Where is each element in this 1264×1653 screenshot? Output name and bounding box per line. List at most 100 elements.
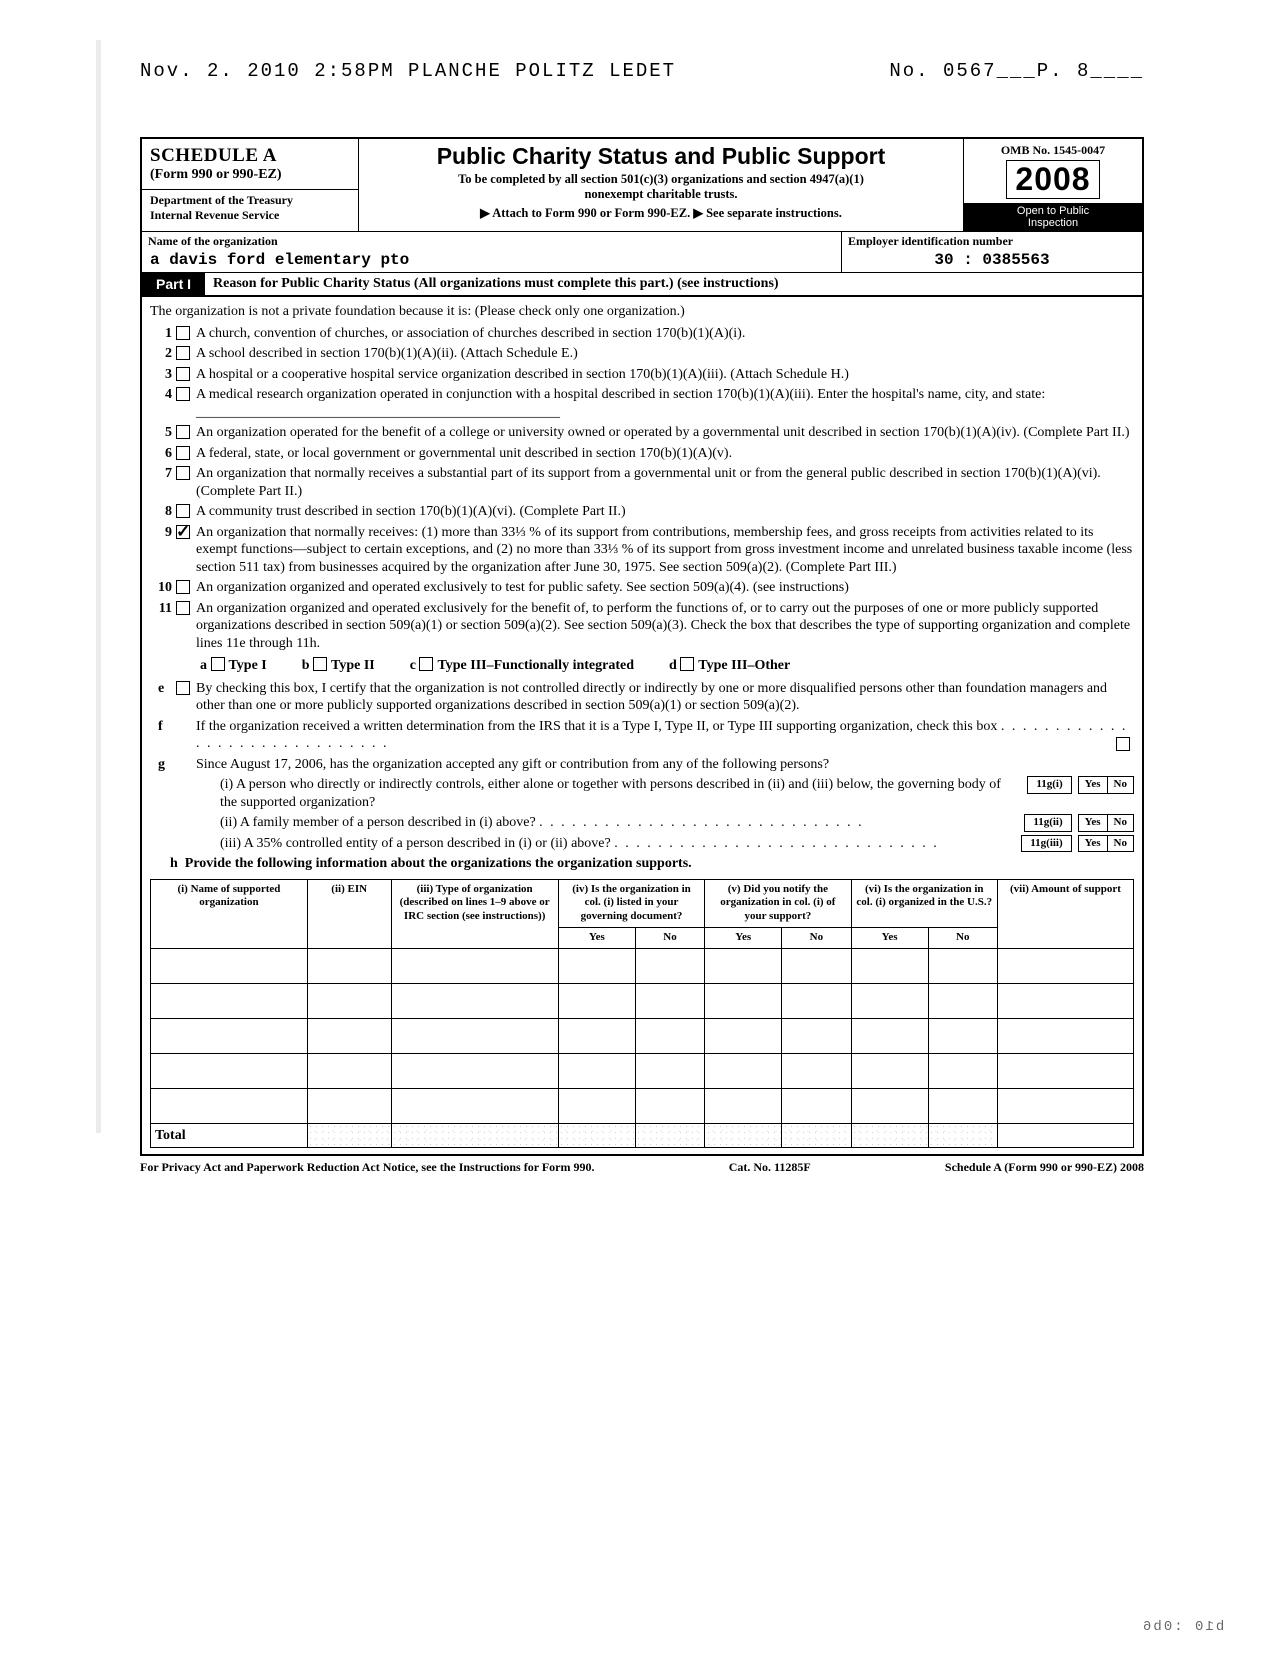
checkbox-e[interactable] [176, 681, 190, 695]
line-f: f If the organization received a written… [150, 718, 1134, 753]
line-7: 7An organization that normally receives … [150, 465, 1134, 500]
checkbox-6[interactable] [176, 446, 190, 460]
checkbox-4[interactable] [176, 387, 190, 401]
giii-text: (iii) A 35% controlled entity of a perso… [220, 836, 611, 851]
subtitle-1: To be completed by all section 501(c)(3)… [365, 172, 957, 187]
gii-text: (ii) A family member of a person describ… [220, 815, 536, 830]
line-5-text: An organization operated for the benefit… [196, 425, 1130, 440]
fax-left: Nov. 2. 2010 2:58PM PLANCHE POLITZ LEDET [140, 60, 676, 82]
yn-gii: YesNo [1078, 814, 1134, 832]
subtitle-3: ▶ Attach to Form 990 or Form 990-EZ. ▶ S… [365, 205, 957, 221]
total-label: Total [151, 1123, 308, 1148]
line-9-text: An organization that normally receives: … [196, 525, 1132, 575]
ein-cell: Employer identification number 30 : 0385… [842, 232, 1142, 272]
table-row [151, 1053, 1134, 1088]
form-header: SCHEDULE A (Form 990 or 990-EZ) Departme… [140, 137, 1144, 231]
fax-right: No. 0567___P. 8____ [889, 60, 1144, 82]
footer-right: Schedule A (Form 990 or 990-EZ) 2008 [945, 1160, 1144, 1175]
line-4: 4A medical research organization operate… [150, 386, 1134, 421]
gi-tag: 11g(i) [1027, 776, 1071, 794]
checkbox-10[interactable] [176, 580, 190, 594]
form-number: (Form 990 or 990-EZ) [150, 167, 350, 183]
gii-tag: 11g(ii) [1024, 814, 1071, 832]
checkbox-2[interactable] [176, 346, 190, 360]
org-name-cell: Name of the organization a davis ford el… [142, 232, 842, 272]
line-8: 8A community trust described in section … [150, 503, 1134, 521]
part1-body: The organization is not a private founda… [140, 297, 1144, 1156]
checkbox-3[interactable] [176, 367, 190, 381]
footer: For Privacy Act and Paperwork Reduction … [140, 1160, 1144, 1175]
scan-artifact [96, 40, 101, 1133]
line-gi: YesNo 11g(i) (i) A person who directly o… [150, 776, 1134, 811]
col-iv: (iv) Is the organization in col. (i) lis… [558, 879, 704, 927]
checkbox-8[interactable] [176, 504, 190, 518]
iv-yes: Yes [558, 927, 635, 948]
line-8-text: A community trust described in section 1… [196, 504, 626, 519]
fax-header: Nov. 2. 2010 2:58PM PLANCHE POLITZ LEDET… [140, 60, 1144, 82]
line-9: 9An organization that normally receives:… [150, 524, 1134, 577]
header-mid: Public Charity Status and Public Support… [359, 139, 963, 231]
line-11: 11An organization organized and operated… [150, 600, 1134, 653]
line-3: 3A hospital or a cooperative hospital se… [150, 366, 1134, 384]
corner-smudge: b10 :0b6 [1141, 1619, 1224, 1635]
checkbox-5[interactable] [176, 425, 190, 439]
gi-text: (i) A person who directly or indirectly … [220, 777, 1001, 810]
line-4-text: A medical research organization operated… [196, 387, 1045, 420]
table-row [151, 948, 1134, 983]
bottom-rule [140, 1154, 1144, 1156]
h-text: Provide the following information about … [185, 856, 692, 871]
table-header-row: (i) Name of supported organization (ii) … [151, 879, 1134, 927]
table-row [151, 1018, 1134, 1053]
line-e-text: By checking this box, I certify that the… [196, 681, 1107, 714]
line-6: 6A federal, state, or local government o… [150, 445, 1134, 463]
org-name-value: a davis ford elementary pto [142, 251, 841, 272]
org-name-label: Name of the organization [142, 232, 841, 251]
yn-no[interactable]: No [1107, 777, 1133, 793]
vi-no: No [928, 927, 997, 948]
dots-giii [614, 836, 939, 851]
v-yes: Yes [705, 927, 782, 948]
line-g: g Since August 17, 2006, has the organiz… [150, 756, 1134, 774]
checkbox-1[interactable] [176, 326, 190, 340]
giii-tag: 11g(iii) [1021, 835, 1071, 853]
intro-line: The organization is not a private founda… [150, 303, 1134, 321]
checkbox-f[interactable] [1116, 737, 1130, 751]
schedule-label: SCHEDULE A [150, 145, 350, 167]
line-1-text: A church, convention of churches, or ass… [196, 326, 745, 341]
line-2-text: A school described in section 170(b)(1)(… [196, 346, 578, 361]
footer-left: For Privacy Act and Paperwork Reduction … [140, 1160, 594, 1175]
type-a[interactable]: a Type I [200, 657, 267, 675]
open-inspection: Open to Public Inspection [964, 203, 1142, 231]
table-total-row: Total [151, 1123, 1134, 1148]
checkbox-9[interactable] [176, 525, 190, 539]
header-left: SCHEDULE A (Form 990 or 990-EZ) Departme… [142, 139, 359, 231]
col-iii: (iii) Type of organization (described on… [391, 879, 558, 948]
col-vi: (vi) Is the organization in col. (i) org… [851, 879, 997, 927]
line-e: eBy checking this box, I certify that th… [150, 680, 1134, 715]
open-line1: Open to Public [964, 205, 1142, 217]
type-c[interactable]: c Type III–Functionally integrated [410, 657, 634, 675]
dots-gii [539, 815, 864, 830]
col-i: (i) Name of supported organization [151, 879, 308, 948]
line-giii: YesNo 11g(iii) (iii) A 35% controlled en… [150, 835, 1134, 853]
header-right: OMB No. 1545-0047 2008 Open to Public In… [963, 139, 1142, 231]
footer-mid: Cat. No. 11285F [729, 1160, 811, 1175]
tax-year: 2008 [1006, 160, 1099, 199]
col-vii: (vii) Amount of support [997, 879, 1133, 948]
ein-value: 30 : 0385563 [842, 251, 1142, 269]
part-header: Part I Reason for Public Charity Status … [140, 273, 1144, 297]
type-d[interactable]: d Type III–Other [669, 657, 790, 675]
iv-no: No [635, 927, 704, 948]
type-row: a Type I b Type II c Type III–Functional… [150, 657, 1134, 675]
vi-yes: Yes [851, 927, 928, 948]
yn-yes[interactable]: Yes [1079, 777, 1107, 793]
v-no: No [782, 927, 851, 948]
checkbox-7[interactable] [176, 466, 190, 480]
ein-label: Employer identification number [842, 232, 1142, 251]
support-table: (i) Name of supported organization (ii) … [150, 879, 1134, 1149]
type-b[interactable]: b Type II [302, 657, 375, 675]
table-row [151, 983, 1134, 1018]
checkbox-11[interactable] [176, 601, 190, 615]
part-label: Part I [142, 273, 205, 295]
omb-number: OMB No. 1545-0047 [968, 143, 1138, 158]
